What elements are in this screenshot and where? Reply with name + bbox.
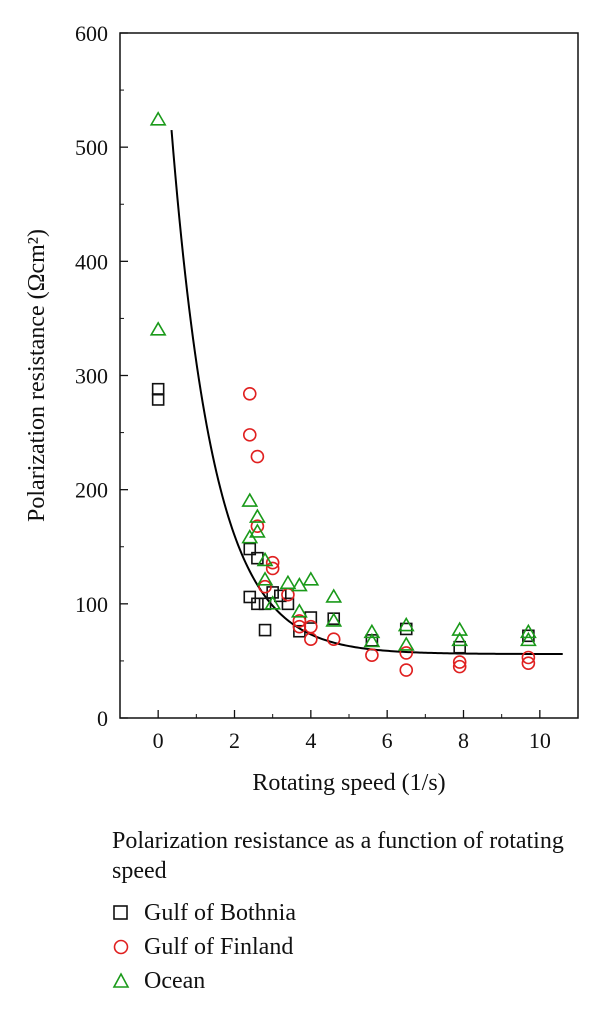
- x-axis-label: Rotating speed (1/s): [252, 770, 445, 796]
- data-point-ocean: [519, 623, 537, 639]
- data-point-gulf-of-finland: [452, 659, 467, 674]
- y-tick-label: 0: [97, 706, 108, 731]
- plot-frame: [119, 32, 579, 719]
- legend-label: Gulf of Bothnia: [144, 899, 296, 926]
- figure-caption: Polarization resistance as a function of…: [112, 828, 564, 884]
- data-point-ocean: [325, 612, 343, 627]
- data-point-gulf-of-finland: [452, 655, 467, 669]
- chart: 0 2 4 6 8 10 0 100 200 300 400 500 600 Rotating spe…: [24, 21, 579, 796]
- data-point-gulf-of-finland: [399, 646, 414, 660]
- data-point-ocean: [325, 588, 343, 603]
- plot-border: [119, 32, 579, 719]
- data-point-gulf-of-bothnia: [258, 623, 272, 637]
- x-tick-label: 2: [229, 728, 240, 753]
- x-tick-label: 0: [153, 728, 164, 753]
- data-point-gulf-of-finland: [265, 561, 280, 576]
- y-tick-label: 400: [75, 249, 108, 274]
- x-tick-label: 6: [382, 728, 393, 753]
- triangle-marker-icon: [112, 972, 130, 988]
- circle-marker-icon: [113, 939, 129, 955]
- data-point-gulf-of-bothnia: [151, 393, 165, 406]
- legend-label: Gulf of Finland: [144, 933, 294, 960]
- data-point-gulf-of-bothnia: [281, 597, 295, 611]
- data-point-gulf-of-finland: [265, 555, 280, 570]
- data-point-ocean: [363, 632, 381, 648]
- data-point-gulf-of-finland: [242, 428, 257, 442]
- data-point-ocean: [290, 576, 308, 592]
- data-point-gulf-of-finland: [521, 656, 536, 671]
- x-tick-label: 4: [305, 728, 316, 753]
- data-point-ocean: [149, 111, 167, 126]
- data-point-ocean: [519, 631, 537, 647]
- data-point-ocean: [241, 492, 259, 507]
- data-point-gulf-of-finland: [326, 632, 341, 647]
- legend-label: Ocean: [144, 967, 206, 994]
- data-point-ocean: [451, 631, 469, 647]
- data-point-gulf-of-bothnia: [293, 624, 306, 638]
- data-point-gulf-of-bothnia: [243, 590, 257, 604]
- x-tick-label: 10: [529, 728, 551, 753]
- data-point-ocean: [149, 321, 167, 336]
- data-point-gulf-of-finland: [250, 519, 265, 534]
- data-point-gulf-of-finland: [304, 632, 318, 647]
- data-point-gulf-of-bothnia: [151, 382, 165, 396]
- data-point-ocean: [256, 571, 274, 586]
- legend-item-gulf-of-finland: Gulf of Finland: [112, 930, 582, 964]
- y-axis: 0 100 200 300 400 500 600: [75, 21, 128, 731]
- data-point-gulf-of-finland: [258, 579, 272, 594]
- square-marker-icon: [113, 905, 128, 920]
- data-point-gulf-of-finland: [242, 386, 257, 401]
- data-point-ocean: [290, 603, 308, 618]
- data-point-ocean: [249, 523, 266, 538]
- x-tick-label: 8: [458, 728, 469, 753]
- legend-item-gulf-of-bothnia: Gulf of Bothnia: [112, 896, 582, 930]
- y-tick-label: 100: [75, 592, 108, 617]
- y-tick-label: 500: [75, 135, 108, 160]
- data-point-ocean: [397, 616, 415, 632]
- data-point-gulf-of-bothnia: [273, 589, 287, 603]
- fit-curve-layer: [170, 129, 563, 656]
- x-axis: 0 2 4 6 8 10: [119, 710, 579, 753]
- data-point-gulf-of-finland: [365, 648, 379, 663]
- data-point-gulf-of-finland: [250, 449, 265, 464]
- data-point-ocean: [451, 621, 469, 636]
- data-point-ocean: [363, 623, 381, 639]
- data-point-gulf-of-finland: [521, 650, 536, 665]
- data-point-gulf-of-bothnia: [453, 640, 466, 654]
- y-tick-label: 300: [75, 364, 108, 389]
- y-tick-label: 200: [75, 478, 108, 503]
- data-point-gulf-of-finland: [399, 663, 414, 677]
- y-tick-label: 600: [75, 21, 108, 46]
- data-point-ocean: [279, 574, 297, 590]
- legend: Polarization resistance as a function of…: [112, 826, 582, 998]
- data-point-ocean: [249, 508, 266, 523]
- data-point-gulf-of-bothnia: [243, 542, 257, 556]
- data-point-ocean: [397, 636, 415, 651]
- y-axis-label: Polarization resistance (Ωcm²): [24, 229, 50, 522]
- data-point-gulf-of-finland: [292, 614, 307, 628]
- fit-curve: [170, 129, 563, 656]
- data-points-layer: [149, 111, 537, 677]
- data-point-ocean: [264, 595, 282, 610]
- data-point-gulf-of-bothnia: [251, 597, 264, 611]
- legend-item-ocean: Ocean: [112, 964, 582, 998]
- data-point-ocean: [256, 551, 274, 567]
- data-point-ocean: [302, 571, 320, 586]
